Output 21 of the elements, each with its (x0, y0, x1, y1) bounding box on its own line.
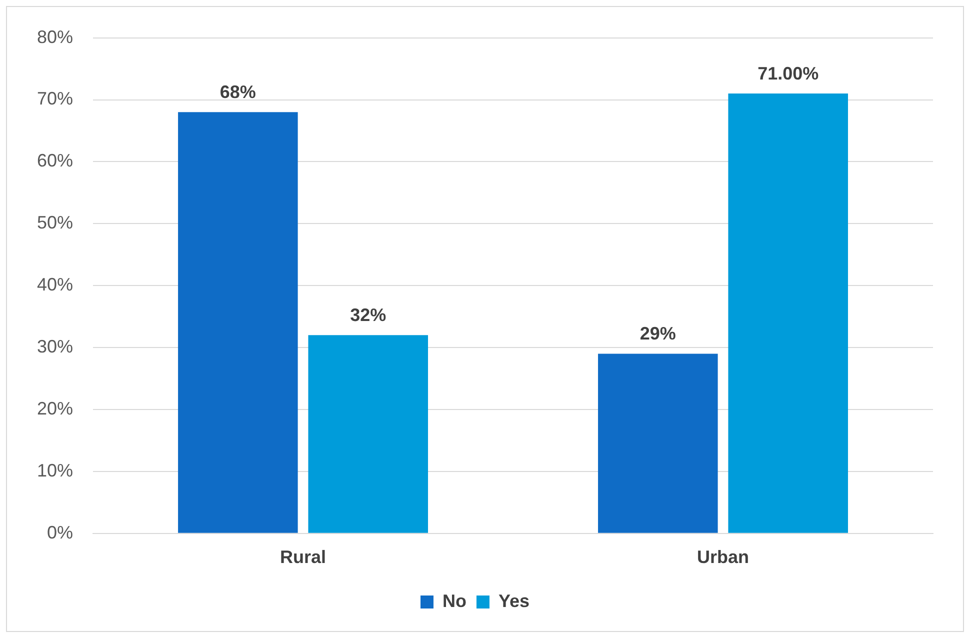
data-label: 68% (220, 82, 256, 102)
y-tick-label: 40% (36, 274, 74, 295)
y-tick-label: 10% (36, 460, 74, 480)
bar (178, 112, 298, 533)
x-tick-label: Urban (697, 547, 750, 568)
y-tick-label: 30% (36, 336, 74, 357)
bar (728, 94, 848, 533)
x-tick-label: Rural (280, 547, 326, 568)
data-label: 71.00% (758, 64, 819, 84)
y-tick-label: 80% (36, 26, 74, 47)
data-label: 32% (350, 305, 386, 326)
data-label: 29% (640, 324, 676, 344)
legend-label: No (442, 590, 466, 611)
y-tick-label: 50% (36, 212, 74, 233)
legend-label: Yes (498, 590, 530, 611)
y-tick-label: 70% (36, 88, 74, 109)
y-tick-label: 0% (47, 522, 74, 542)
bar (308, 335, 428, 533)
y-tick-label: 20% (36, 398, 74, 418)
bar (598, 354, 718, 533)
y-tick-label: 60% (36, 150, 74, 171)
